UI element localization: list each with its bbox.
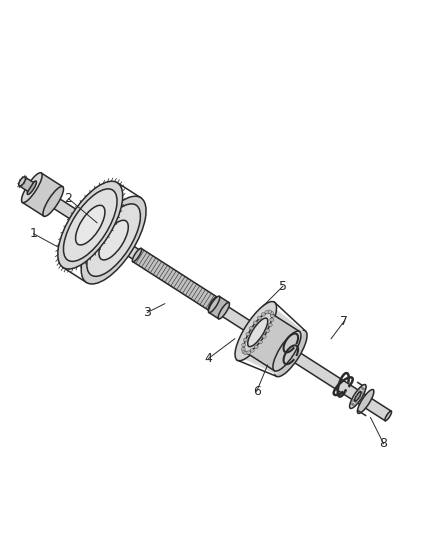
Ellipse shape xyxy=(87,204,140,276)
Ellipse shape xyxy=(241,348,245,351)
Ellipse shape xyxy=(234,302,276,361)
Ellipse shape xyxy=(362,388,364,390)
Ellipse shape xyxy=(350,403,352,405)
Polygon shape xyxy=(244,313,299,370)
Polygon shape xyxy=(22,173,63,216)
Ellipse shape xyxy=(270,314,274,318)
Ellipse shape xyxy=(261,335,265,338)
Ellipse shape xyxy=(43,187,64,216)
Ellipse shape xyxy=(358,397,360,399)
Ellipse shape xyxy=(257,316,261,320)
Ellipse shape xyxy=(361,392,363,394)
Ellipse shape xyxy=(272,331,300,371)
Text: 4: 4 xyxy=(204,352,212,365)
Ellipse shape xyxy=(19,177,25,186)
Ellipse shape xyxy=(261,312,265,316)
Polygon shape xyxy=(209,299,217,309)
Text: 7: 7 xyxy=(339,314,347,328)
Ellipse shape xyxy=(258,340,261,344)
Ellipse shape xyxy=(254,345,258,349)
Ellipse shape xyxy=(353,394,356,396)
Polygon shape xyxy=(239,306,304,375)
Ellipse shape xyxy=(360,387,362,389)
Ellipse shape xyxy=(352,403,354,406)
Ellipse shape xyxy=(253,321,257,325)
Ellipse shape xyxy=(274,330,306,377)
Ellipse shape xyxy=(27,181,36,195)
Ellipse shape xyxy=(264,310,268,314)
Polygon shape xyxy=(208,296,229,319)
Polygon shape xyxy=(35,187,390,421)
Ellipse shape xyxy=(250,349,254,352)
Text: 2: 2 xyxy=(64,192,72,205)
Ellipse shape xyxy=(269,311,273,314)
Ellipse shape xyxy=(132,248,141,262)
Ellipse shape xyxy=(353,392,360,401)
Ellipse shape xyxy=(64,189,117,261)
Ellipse shape xyxy=(268,323,272,327)
Ellipse shape xyxy=(21,173,42,203)
Text: 3: 3 xyxy=(143,306,151,319)
Ellipse shape xyxy=(58,181,123,269)
Ellipse shape xyxy=(246,351,250,354)
Polygon shape xyxy=(19,177,33,191)
Text: 1: 1 xyxy=(29,227,37,240)
Ellipse shape xyxy=(247,318,267,346)
Ellipse shape xyxy=(243,351,247,355)
Text: 5: 5 xyxy=(278,280,286,293)
Text: 6: 6 xyxy=(252,385,260,398)
Ellipse shape xyxy=(243,338,247,342)
Ellipse shape xyxy=(384,411,391,421)
Ellipse shape xyxy=(357,389,359,392)
Ellipse shape xyxy=(81,196,146,284)
Ellipse shape xyxy=(357,390,373,414)
Ellipse shape xyxy=(208,297,217,310)
Ellipse shape xyxy=(34,187,41,196)
Ellipse shape xyxy=(208,296,219,313)
Ellipse shape xyxy=(241,343,245,347)
Polygon shape xyxy=(132,248,217,310)
Ellipse shape xyxy=(245,333,249,336)
Ellipse shape xyxy=(351,399,353,401)
Ellipse shape xyxy=(243,312,271,352)
Ellipse shape xyxy=(218,302,229,319)
Ellipse shape xyxy=(241,350,245,353)
Ellipse shape xyxy=(99,220,128,260)
Ellipse shape xyxy=(355,401,357,403)
Ellipse shape xyxy=(269,318,273,321)
Ellipse shape xyxy=(267,310,271,313)
Ellipse shape xyxy=(249,326,253,330)
Text: 8: 8 xyxy=(379,437,387,450)
Ellipse shape xyxy=(349,384,365,408)
Ellipse shape xyxy=(265,329,269,333)
Ellipse shape xyxy=(75,205,105,245)
